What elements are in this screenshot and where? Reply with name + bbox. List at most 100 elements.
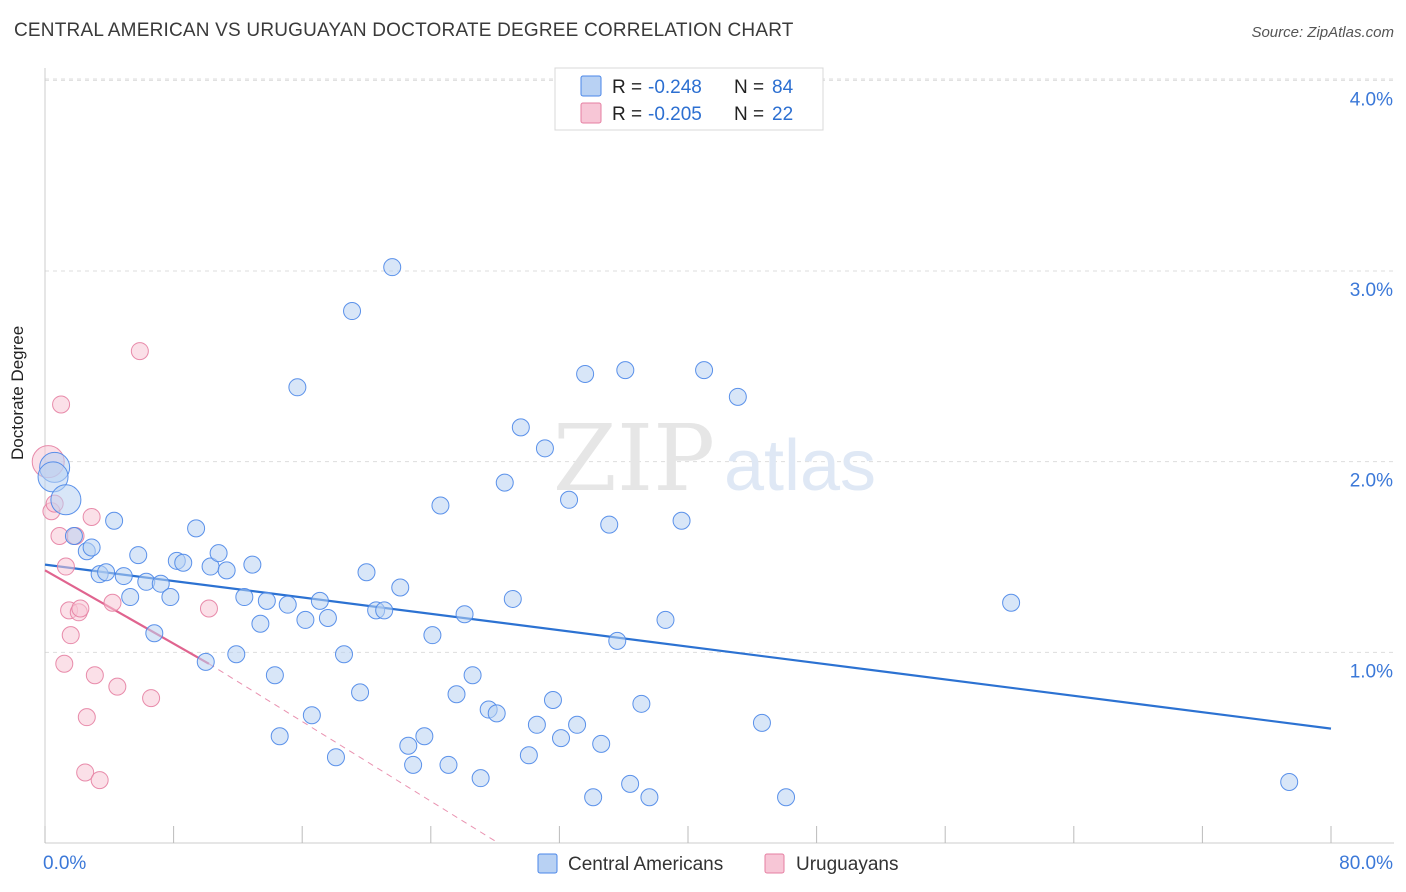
legend: R = -0.248 N = 84 R = -0.205 N = 22 [554, 67, 824, 131]
central-american-point [121, 588, 140, 607]
uruguayan-point [55, 654, 74, 673]
watermark-atlas: atlas [724, 426, 876, 506]
legend-swatch-central-americans [580, 75, 602, 97]
legend-swatch-uruguayans [580, 102, 602, 124]
central-american-point [495, 473, 514, 492]
legend-r-label: R = [612, 77, 642, 98]
uruguayan-point [108, 677, 127, 696]
x-tick-label: 80.0% [1339, 853, 1393, 874]
central-american-point [391, 578, 410, 597]
central-american-point [129, 546, 148, 565]
central-american-point [145, 624, 164, 643]
central-american-point [503, 589, 522, 608]
central-american-point [243, 555, 262, 574]
watermark: ZIP atlas [553, 405, 876, 512]
legend-r-value: -0.248 [648, 77, 702, 98]
bottom-legend-swatch-central-americans [537, 853, 558, 874]
central-american-point [777, 788, 796, 807]
uruguayans-trend-line [44, 569, 210, 665]
central-american-point [227, 645, 246, 664]
central-american-point [511, 418, 530, 437]
central-american-point [97, 563, 116, 582]
central-american-point [423, 626, 442, 645]
y-tick-label: 1.0% [1350, 661, 1393, 682]
central-american-point [161, 588, 180, 607]
bottom-legend: Central Americans Uruguayans [537, 853, 898, 875]
axes [44, 68, 1394, 844]
central-american-point [343, 302, 362, 321]
central-american-point [463, 666, 482, 685]
central-american-point [1002, 593, 1021, 612]
legend-n-value: 22 [772, 104, 793, 125]
central-american-point [447, 685, 466, 704]
central-american-point [217, 561, 236, 580]
x-tick-label: 0.0% [43, 853, 86, 874]
central-american-point [50, 484, 82, 516]
bottom-legend-label-central-americans: Central Americans [568, 854, 723, 875]
y-tick-label: 2.0% [1350, 471, 1393, 492]
central-american-point [310, 591, 329, 610]
central-american-point [632, 694, 651, 713]
central-american-point [187, 519, 206, 538]
central-american-point [584, 788, 603, 807]
legend-n-label: N = [734, 104, 764, 125]
tick-labels: 1.0% 2.0% 3.0% 4.0% 0.0% 80.0% [43, 89, 1393, 874]
central-american-point [672, 511, 691, 530]
uruguayans-trend-extension [208, 663, 499, 844]
uruguayan-point [199, 599, 218, 618]
uruguayan-point [71, 599, 90, 618]
uruguayan-point [103, 593, 122, 612]
central-american-point [471, 769, 490, 788]
central-american-point [568, 715, 587, 734]
uruguayan-point [142, 689, 161, 708]
bottom-legend-label-uruguayans: Uruguayans [796, 854, 898, 875]
central-american-point [114, 567, 133, 586]
central-american-point [752, 713, 771, 732]
central-american-point [527, 715, 546, 734]
central-american-point [105, 511, 124, 530]
central-american-point [302, 706, 321, 725]
central-american-point [82, 538, 101, 557]
central-american-point [265, 666, 284, 685]
central-american-point [576, 364, 595, 383]
central-american-point [270, 727, 289, 746]
central-american-points [37, 258, 1299, 807]
uruguayan-point [61, 626, 80, 645]
chart-title: CENTRAL AMERICAN VS URUGUAYAN DOCTORATE … [14, 20, 794, 41]
central-american-point [640, 788, 659, 807]
central-american-point [621, 774, 640, 793]
central-american-point [552, 729, 571, 748]
central-american-point [592, 734, 611, 753]
central-american-point [375, 601, 394, 620]
legend-r-label: R = [612, 104, 642, 125]
watermark-zip: ZIP [553, 405, 715, 512]
central-american-point [431, 496, 450, 515]
central-american-point [351, 683, 370, 702]
central-american-point [383, 258, 402, 277]
central-american-point [357, 563, 376, 582]
central-american-point [326, 748, 345, 767]
central-american-point [415, 727, 434, 746]
legend-r-value: -0.205 [648, 104, 702, 125]
central-american-point [288, 378, 307, 397]
uruguayan-point [90, 771, 109, 790]
source-label: Source: ZipAtlas.com [1251, 24, 1394, 41]
uruguayan-point [56, 557, 75, 576]
central-american-point [560, 490, 579, 509]
central-american-point [600, 515, 619, 534]
central-american-point [487, 704, 506, 723]
central-american-point [695, 361, 714, 380]
central-american-point [196, 652, 215, 671]
y-axis-label: Doctorate Degree [8, 325, 27, 460]
central-american-point [656, 610, 675, 629]
y-tick-label: 3.0% [1350, 280, 1393, 301]
central-american-point [235, 588, 254, 607]
central-american-point [455, 605, 474, 624]
uruguayan-point [85, 666, 104, 685]
uruguayan-point [76, 763, 95, 782]
uruguayan-point [77, 708, 96, 727]
central-american-point [1280, 772, 1299, 791]
uruguayan-point [130, 342, 149, 361]
central-american-point [728, 387, 747, 406]
